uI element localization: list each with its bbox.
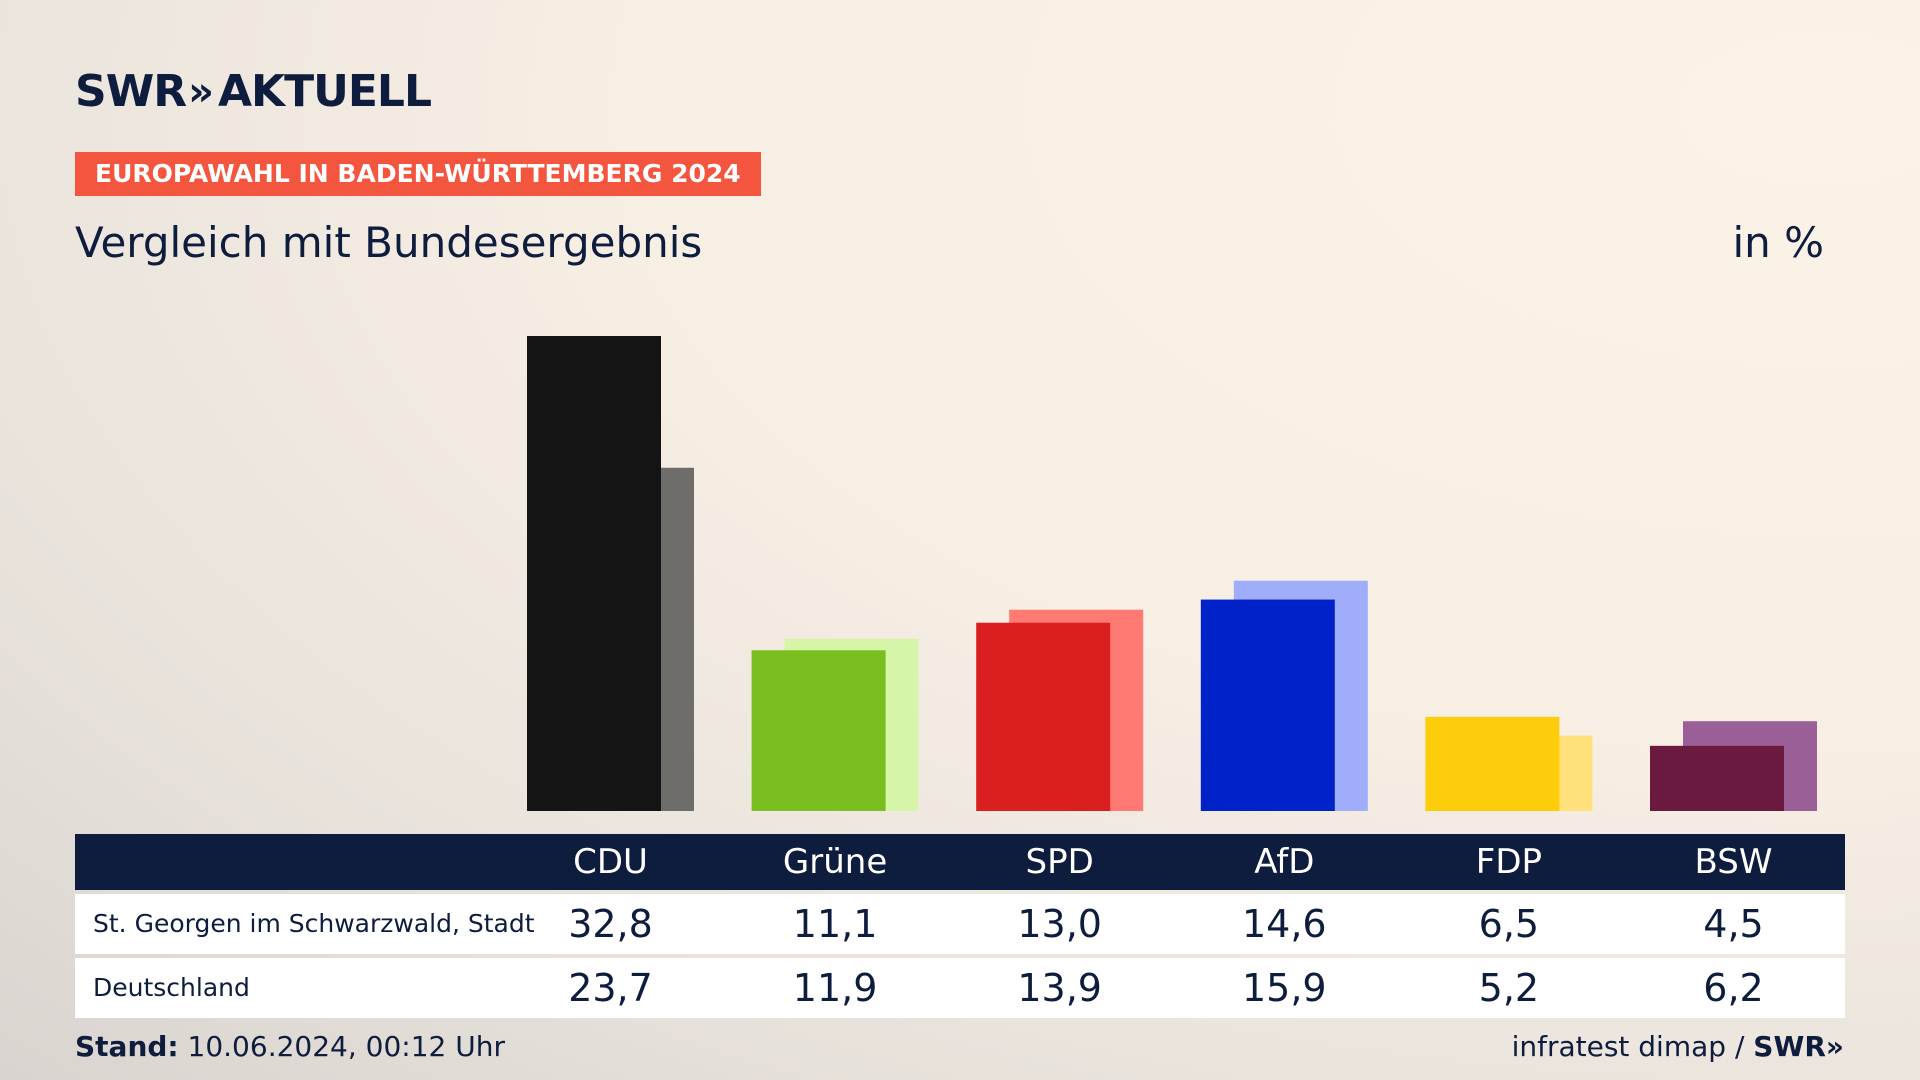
bar-local-grüne (751, 650, 886, 811)
header-cdu: CDU (573, 842, 648, 882)
logo-brand: SWR (75, 66, 187, 117)
swr-aktuell-logo: SWR » AKTUELL (75, 66, 432, 117)
source-brand: SWR» (1753, 1030, 1844, 1063)
value-cell: 6,2 (1703, 966, 1764, 1010)
bar-local-afd (1200, 599, 1335, 811)
unit-label: in % (1732, 218, 1824, 267)
value-cell: 6,5 (1478, 902, 1540, 946)
value-cell: 32,8 (568, 902, 653, 946)
bar-local-spd (976, 622, 1111, 811)
header-fdp: FDP (1475, 842, 1543, 882)
logo-product: AKTUELL (217, 66, 432, 117)
stand-label: Stand: (75, 1030, 179, 1063)
table-header: CDU Grüne SPD AfD FDP BSW (75, 834, 1845, 890)
value-cell: 11,9 (792, 966, 878, 1010)
bar-local-fdp (1425, 716, 1560, 811)
stand-value: 10.06.2024, 00:12 Uhr (187, 1030, 505, 1063)
table-row: St. Georgen im Schwarzwald, Stadt 32,8 11… (75, 894, 1845, 954)
value-cell: 23,7 (568, 966, 653, 1010)
timestamp: Stand: 10.06.2024, 00:12 Uhr (75, 1030, 505, 1063)
row-label: Deutschland (93, 973, 250, 1002)
results-table: CDU Grüne SPD AfD FDP BSW St. Georgen im Schw… (75, 834, 1845, 1018)
bar-chart (527, 336, 1817, 811)
bar-local-bsw (1650, 745, 1784, 811)
value-cell: 13,9 (1017, 966, 1102, 1010)
header-bsw: BSW (1694, 842, 1773, 882)
election-banner: EUROPAWAHL IN BADEN-WÜRTTEMBERG 2024 (75, 152, 761, 196)
bar-local-cdu (527, 336, 661, 811)
value-cell: 14,6 (1241, 902, 1327, 946)
value-cell: 15,9 (1241, 966, 1327, 1010)
value-cell: 4,5 (1703, 902, 1764, 946)
header-afd: AfD (1254, 842, 1315, 882)
value-cell: 11,1 (792, 902, 878, 946)
header-spd: SPD (1025, 842, 1094, 882)
value-cell: 5,2 (1478, 966, 1540, 1010)
header-grüne: Grüne (782, 842, 888, 882)
table-row: Deutschland 23,7 11,9 13,9 15,9 5,2 6,2 (75, 958, 1845, 1018)
source-text: infratest dimap / (1511, 1030, 1745, 1063)
row-label: St. Georgen im Schwarzwald, Stadt (93, 909, 535, 938)
page-subtitle: Vergleich mit Bundesergebnis (75, 218, 703, 267)
value-cell: 13,0 (1017, 902, 1102, 946)
source-credit: infratest dimap / SWR» (1512, 1030, 1844, 1063)
